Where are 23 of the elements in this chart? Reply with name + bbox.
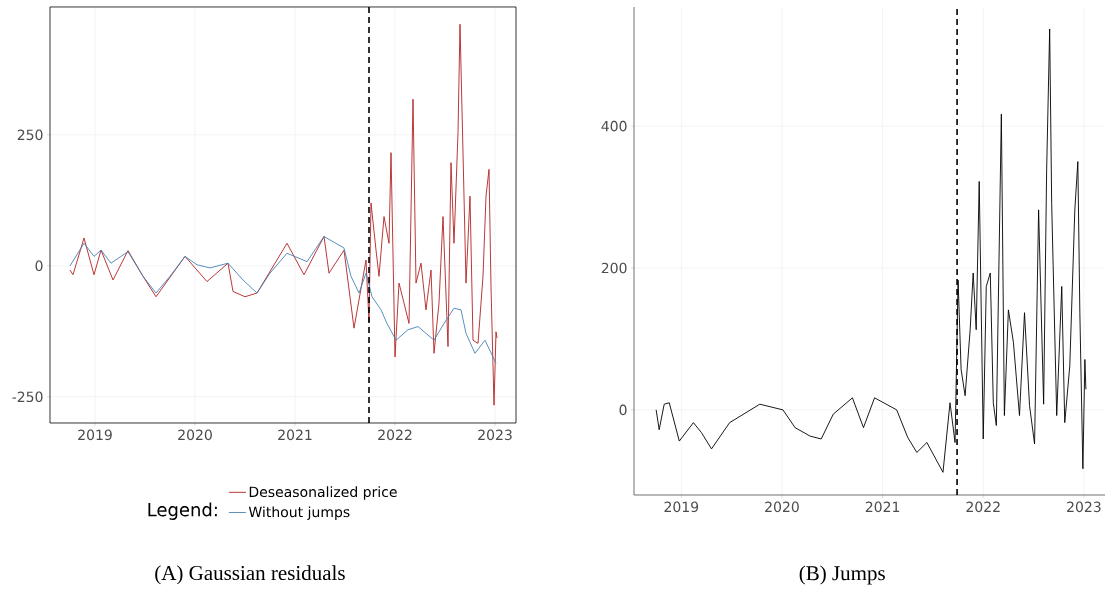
x-tick-label: 2019: [664, 501, 699, 513]
text: (A) Gaussian residuals: [155, 565, 345, 585]
x-tick-label: 2023: [478, 429, 512, 441]
x-tick-label: 2020: [765, 501, 799, 513]
line-series: [69, 236, 497, 364]
y-tick-label: 0: [619, 404, 627, 416]
y-tick-label: 250: [17, 129, 43, 141]
legend-title: Legend:: [148, 502, 217, 520]
y-tick-label: 0: [35, 260, 43, 272]
x-tick-label: 2023: [1067, 501, 1101, 513]
y-tick-label: 400: [601, 120, 627, 132]
x-tick-label: 2022: [378, 429, 412, 441]
legend-label: Without jumps: [248, 506, 350, 520]
legend-label: Deseasonalized price: [249, 486, 397, 500]
x-tick-label: 2021: [278, 429, 312, 441]
line-series: [69, 23, 498, 406]
x-tick-label: 2021: [865, 501, 900, 513]
x-tick-label: 2019: [78, 429, 112, 441]
y-tick-label: -250: [12, 391, 43, 403]
x-tick-label: 2020: [178, 429, 212, 441]
text: (B) Jumps: [799, 565, 885, 585]
x-tick-label: 2022: [966, 501, 1000, 513]
y-tick-label: 200: [601, 262, 627, 274]
